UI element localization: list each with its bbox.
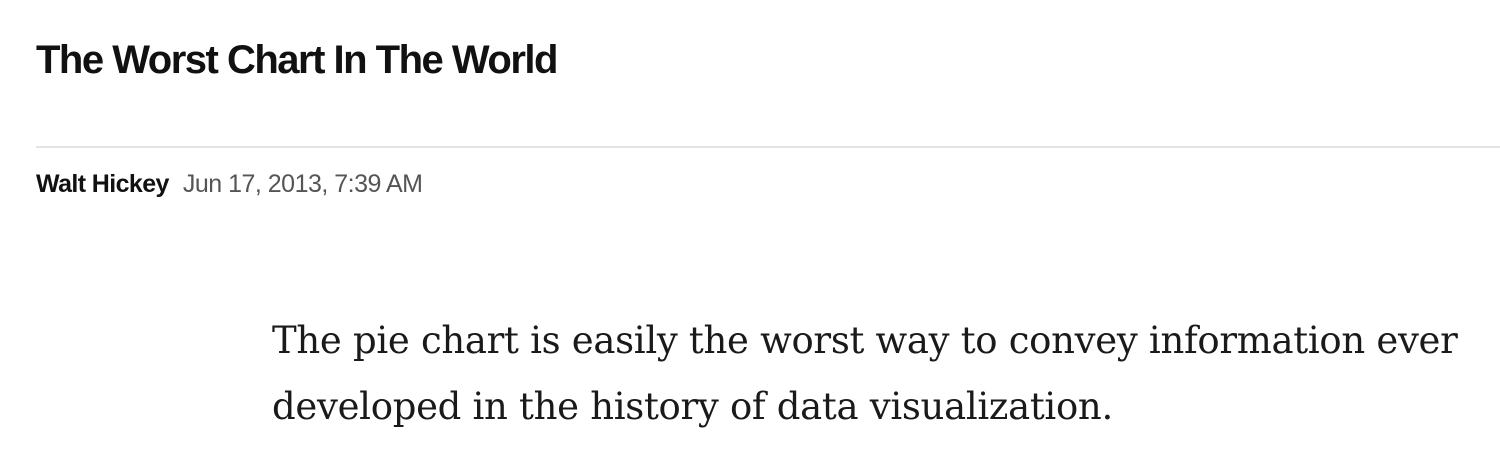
article-header: The Worst Chart In The World Walt Hickey… — [36, 0, 1500, 198]
header-divider — [36, 146, 1500, 148]
article-body: The pie chart is easily the worst way to… — [272, 308, 1472, 440]
body-paragraph: The pie chart is easily the worst way to… — [272, 319, 1458, 428]
author-link[interactable]: Walt Hickey — [36, 170, 169, 198]
byline: Walt Hickey Jun 17, 2013, 7:39 AM — [36, 170, 423, 199]
headline: The Worst Chart In The World — [36, 38, 558, 82]
publish-timestamp: Jun 17, 2013, 7:39 AM — [182, 170, 423, 198]
